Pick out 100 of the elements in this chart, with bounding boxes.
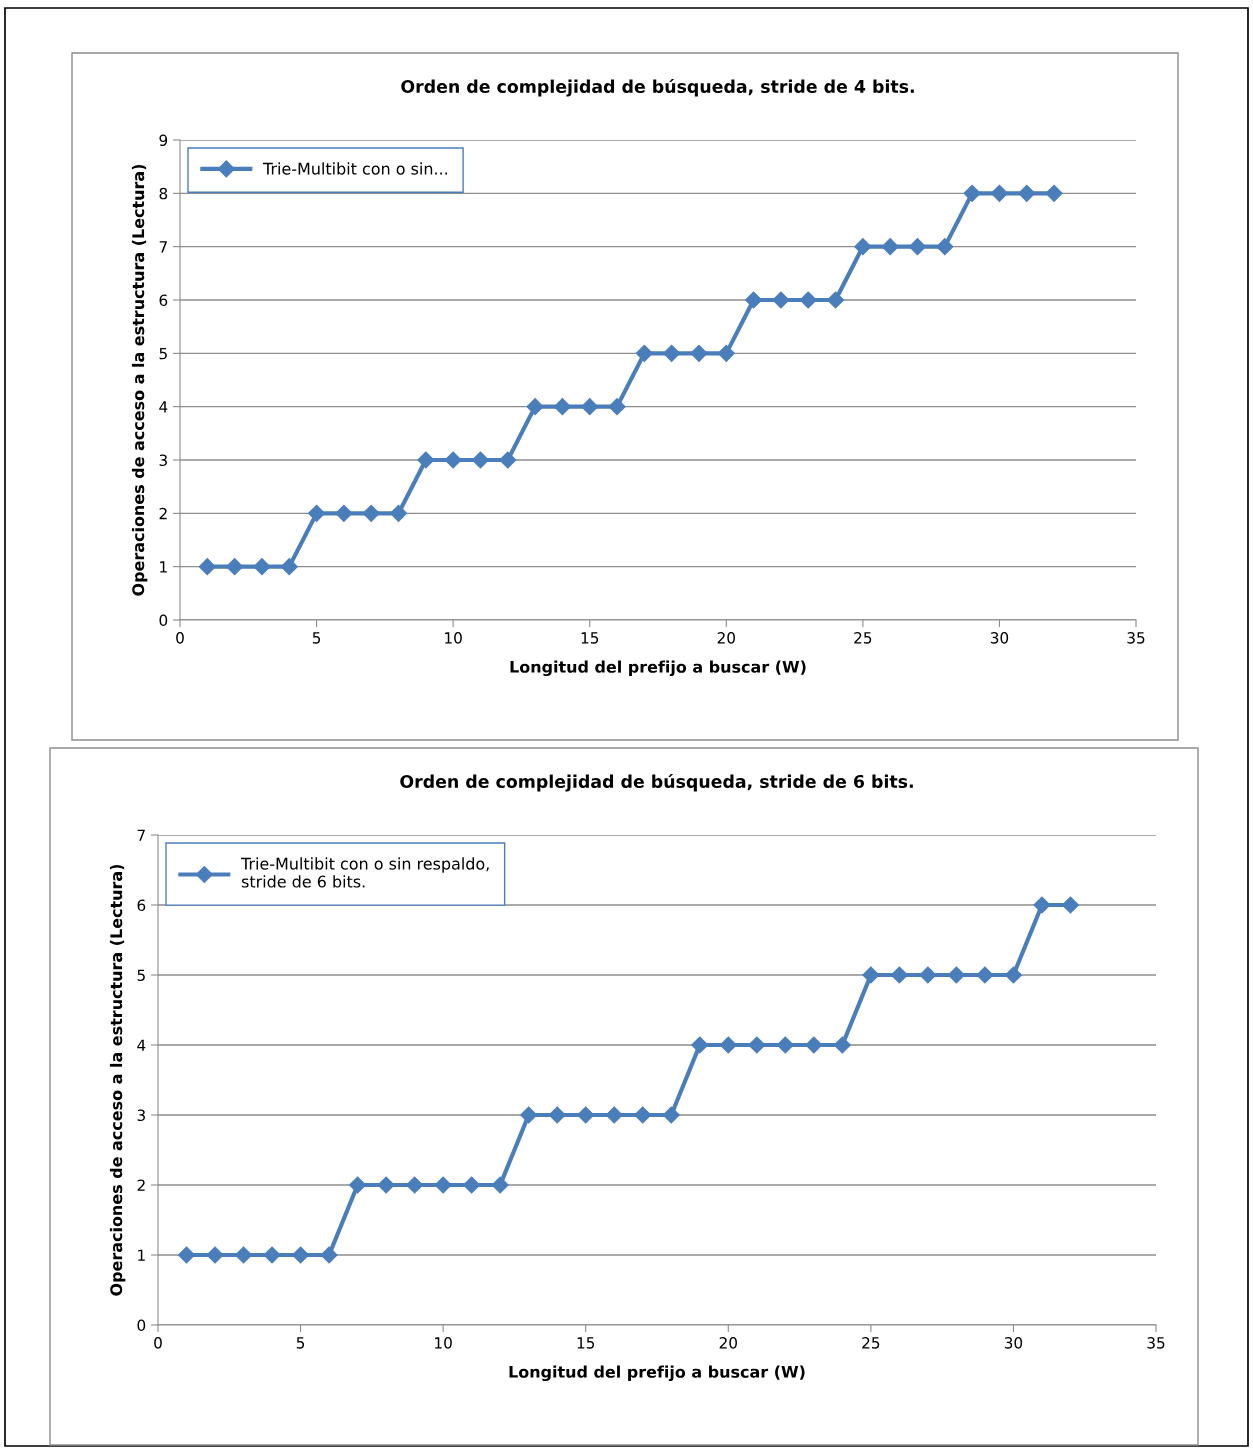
point (635, 344, 653, 362)
y-tick-label: 0 (137, 1319, 146, 1332)
y-tick-label: 7 (159, 241, 167, 253)
x-tick-label: 5 (296, 1337, 305, 1349)
point (862, 966, 880, 984)
x-tick-label: 10 (445, 632, 462, 644)
point (947, 966, 965, 984)
y-tick-label: 2 (159, 507, 167, 520)
point (198, 558, 216, 576)
point (335, 504, 353, 522)
point (963, 184, 981, 202)
point (1018, 184, 1036, 202)
point (776, 1036, 794, 1054)
x-tick-label: 15 (581, 632, 599, 644)
x-tick-label: 35 (1147, 1337, 1165, 1349)
y-tick-label: 4 (159, 401, 168, 413)
chart-title: Orden de complejidad de búsqueda, stride de 4 bits. (401, 78, 914, 97)
point (936, 238, 954, 256)
point (206, 1246, 224, 1264)
point (1004, 966, 1022, 984)
x-tick-label: 30 (990, 632, 1009, 644)
point (444, 451, 462, 469)
x-axis-title: Longitud del prefijo a buscar (W) (509, 1365, 805, 1382)
x-axis-title: Longitud del prefijo a buscar (W) (510, 660, 806, 677)
x-tick-label: 20 (717, 632, 735, 644)
y-tick-label: 9 (159, 134, 168, 147)
point (434, 1176, 452, 1194)
point (526, 398, 544, 416)
point (890, 966, 908, 984)
point (263, 1246, 281, 1264)
y-axis-title: Operaciones de acceso a la estructura (Lectura) (131, 164, 148, 596)
point (377, 1176, 395, 1194)
x-tick-label: 25 (854, 632, 872, 644)
point (690, 344, 708, 362)
point (717, 344, 735, 362)
point (320, 1246, 338, 1264)
point (1045, 184, 1063, 202)
legend-label: Trie-Multibit con o sin respaldo, stride de 6 bits. (241, 857, 489, 888)
point (349, 1176, 367, 1194)
point (253, 558, 271, 576)
point (990, 184, 1008, 202)
point (745, 291, 763, 309)
point (280, 558, 298, 576)
point (417, 451, 435, 469)
point (772, 291, 790, 309)
point (308, 504, 326, 522)
y-tick-label: 6 (159, 294, 168, 307)
x-tick-label: 5 (312, 632, 321, 644)
point (491, 1176, 509, 1194)
point (1033, 896, 1051, 914)
y-tick-label: 5 (137, 969, 145, 982)
y-tick-label: 1 (138, 1249, 145, 1261)
legend-label: Trie-Multibit con o sin... (263, 162, 447, 175)
point (226, 558, 244, 576)
point (177, 1246, 196, 1264)
point (389, 504, 408, 522)
x-tick-label: 25 (862, 1337, 880, 1349)
point (662, 1106, 680, 1124)
x-tick-label: 10 (435, 1337, 452, 1349)
y-axis-title: Operaciones de acceso a la estructura (Lectura) (109, 864, 126, 1296)
y-tick-label: 3 (159, 454, 167, 467)
y-tick-label: 4 (137, 1039, 146, 1051)
point (799, 291, 817, 309)
y-tick-label: 7 (137, 829, 145, 841)
y-tick-label: 2 (137, 1179, 145, 1191)
point (605, 1106, 623, 1124)
y-tick-label: 1 (160, 561, 167, 573)
point (292, 1246, 310, 1264)
point (406, 1176, 424, 1194)
point (499, 451, 517, 469)
x-tick-label: 15 (577, 1337, 595, 1349)
x-tick-label: 20 (719, 1337, 737, 1349)
point (663, 344, 681, 362)
point (805, 1036, 823, 1054)
point (608, 398, 626, 416)
point (548, 1106, 566, 1124)
point (1061, 896, 1080, 914)
point (234, 1246, 253, 1264)
point (463, 1176, 481, 1194)
chart-title: Orden de complejidad de búsqueda, stride de 6 bits. (400, 773, 913, 792)
point (691, 1036, 709, 1054)
point (520, 1106, 538, 1124)
point (919, 966, 937, 984)
x-tick-label: 0 (176, 632, 184, 644)
point (719, 1036, 737, 1054)
point (833, 1036, 851, 1054)
y-tick-label: 3 (137, 1109, 145, 1122)
y-tick-label: 6 (137, 899, 146, 912)
point (881, 238, 899, 256)
y-tick-label: 8 (159, 187, 168, 200)
point (553, 398, 571, 416)
x-tick-label: 30 (1004, 1337, 1023, 1349)
y-tick-label: 0 (159, 614, 168, 627)
point (854, 238, 872, 256)
point (976, 966, 994, 984)
x-tick-label: 35 (1127, 632, 1145, 644)
point (581, 398, 599, 416)
point (826, 291, 845, 309)
point (634, 1106, 652, 1124)
point (748, 1036, 766, 1054)
